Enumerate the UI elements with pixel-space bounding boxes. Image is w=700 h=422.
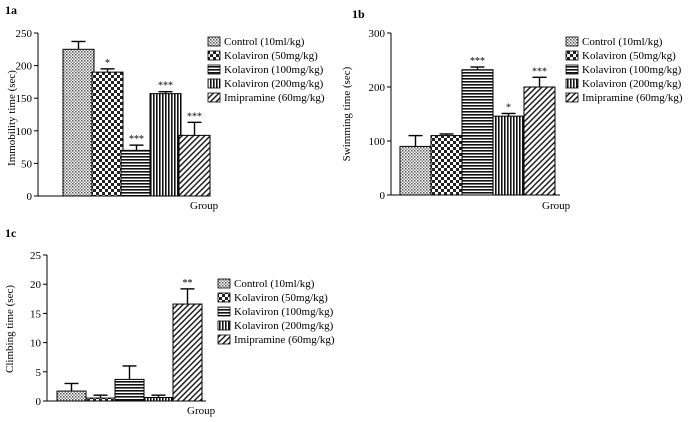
- y-tick-label: 100: [369, 136, 386, 148]
- legend-swatch: [217, 292, 231, 303]
- y-tick-label: 20: [30, 279, 42, 291]
- legend-label: Kolaviron (50mg/kg): [224, 50, 318, 62]
- y-tick-label: 0: [36, 396, 42, 408]
- legend-label: Kolaviron (200mg/kg): [234, 320, 334, 332]
- bar: [172, 303, 203, 402]
- legend-label: Kolaviron (200mg/kg): [224, 78, 324, 90]
- y-tick-label: 200: [369, 82, 386, 94]
- bar: [85, 397, 116, 402]
- significance-label: **: [183, 278, 193, 289]
- legend-swatch: [217, 278, 231, 289]
- y-tick-label: 0: [27, 191, 33, 203]
- bar: [62, 48, 95, 197]
- legend-swatch: [217, 306, 231, 317]
- legend-label: Kolaviron (50mg/kg): [234, 292, 328, 304]
- x-axis-label: Group: [190, 200, 219, 212]
- significance-label: *: [105, 58, 110, 69]
- panel-label: 1b: [352, 7, 365, 21]
- bar: [56, 390, 87, 402]
- legend-label: Kolaviron (100mg/kg): [234, 306, 334, 318]
- y-tick-label: 250: [16, 28, 33, 40]
- bar: [114, 378, 145, 402]
- legend-swatch: [207, 50, 221, 61]
- x-axis-label: Group: [187, 405, 216, 417]
- legend-label: Kolaviron (50mg/kg): [582, 50, 676, 62]
- y-axis-label: Swimming time (sec): [341, 66, 353, 161]
- bar: [430, 135, 463, 196]
- legend-label: Kolaviron (100mg/kg): [224, 64, 324, 76]
- legend-swatch: [565, 92, 579, 103]
- y-tick-label: 25: [30, 250, 42, 262]
- legend-swatch: [217, 334, 231, 345]
- bar: [492, 115, 525, 196]
- bar: [143, 396, 174, 402]
- y-axis-label: Immobility time (sec): [6, 70, 18, 166]
- x-axis-label: Group: [542, 200, 571, 212]
- significance-label: ***: [532, 66, 547, 77]
- significance-label: *: [506, 102, 511, 113]
- legend-swatch: [565, 50, 579, 61]
- significance-label: ***: [470, 56, 485, 67]
- y-tick-label: 10: [30, 338, 42, 350]
- legend-swatch: [565, 64, 579, 75]
- legend-label: Kolaviron (200mg/kg): [582, 78, 682, 90]
- legend-swatch: [207, 92, 221, 103]
- legend-label: Control (10ml/kg): [582, 36, 663, 48]
- significance-label: ***: [129, 134, 144, 145]
- bar: [399, 145, 432, 196]
- legend-label: Imipramine (60mg/kg): [224, 92, 325, 104]
- legend-swatch: [207, 78, 221, 89]
- chart-panel-1a: 1a 0 50 100 150 200 250 Immobility time (sec) Gr…: [5, 3, 325, 212]
- chart-panel-1c: 1c 0 5 10 15 20 25 Climbing time (sec) Group ** Co…: [4, 226, 335, 417]
- panel-label: 1c: [5, 226, 17, 240]
- bar: [149, 93, 182, 197]
- y-tick-label: 50: [21, 158, 33, 170]
- y-tick-label: 100: [16, 126, 33, 138]
- legend-swatch: [217, 320, 231, 331]
- legend-swatch: [565, 36, 579, 47]
- bar: [91, 71, 124, 197]
- y-tick-label: 0: [380, 190, 386, 202]
- significance-label: ***: [158, 81, 173, 92]
- legend-label: Control (10ml/kg): [224, 36, 305, 48]
- legend-label: Imipramine (60mg/kg): [582, 92, 683, 104]
- legend-swatch: [207, 64, 221, 75]
- panel-label: 1a: [5, 3, 17, 17]
- bar: [461, 69, 494, 196]
- y-tick-label: 150: [16, 93, 33, 105]
- legend-label: Imipramine (60mg/kg): [234, 334, 335, 346]
- legend-label: Kolaviron (100mg/kg): [582, 64, 682, 76]
- bar: [178, 134, 211, 197]
- bar: [120, 149, 153, 197]
- bar: [523, 86, 556, 196]
- legend-swatch: [565, 78, 579, 89]
- y-axis-label: Climbing time (sec): [4, 285, 16, 373]
- legend-label: Control (10ml/kg): [234, 278, 315, 290]
- y-tick-label: 5: [36, 367, 42, 379]
- legend-swatch: [207, 36, 221, 47]
- significance-label: ***: [187, 111, 202, 122]
- y-tick-label: 200: [16, 61, 33, 73]
- y-tick-label: 15: [30, 308, 42, 320]
- y-tick-label: 300: [369, 28, 386, 40]
